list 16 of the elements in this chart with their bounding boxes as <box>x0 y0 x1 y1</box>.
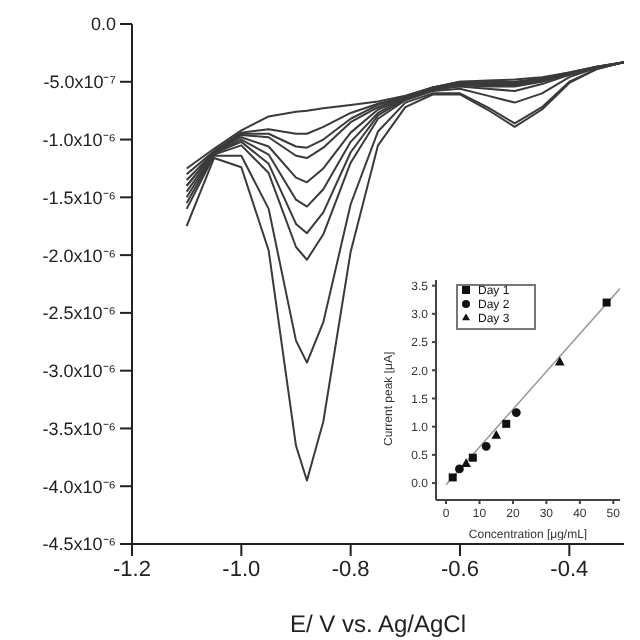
y-tick-label: -3.0x10⁻⁶ <box>42 361 117 382</box>
y-tick-label: -2.0x10⁻⁶ <box>42 245 117 266</box>
y-tick-label: -4.5x10⁻⁶ <box>42 534 117 555</box>
x-tick-label: -0.4 <box>550 557 589 582</box>
y-tick-label: -1.0x10⁻⁶ <box>42 129 117 150</box>
y-tick-label: -3.5x10⁻⁶ <box>42 418 117 439</box>
x-tick-label: -0.6 <box>441 557 479 582</box>
y-tick-label: -4.0x10⁻⁶ <box>42 476 117 497</box>
y-tick-label: -5.0x10⁻⁷ <box>43 72 116 93</box>
y-tick-label: -1.5x10⁻⁶ <box>42 187 117 208</box>
x-tick-label: -1.0 <box>222 557 261 582</box>
x-axis-title: E/ V vs. Ag/AgCl <box>289 610 467 638</box>
y-tick-label: -2.5x10⁻⁶ <box>42 303 117 324</box>
y-tick-label: 0.0 <box>90 14 116 35</box>
x-tick-label: -0.8 <box>331 557 370 582</box>
x-tick-label: -1.2 <box>113 557 151 582</box>
